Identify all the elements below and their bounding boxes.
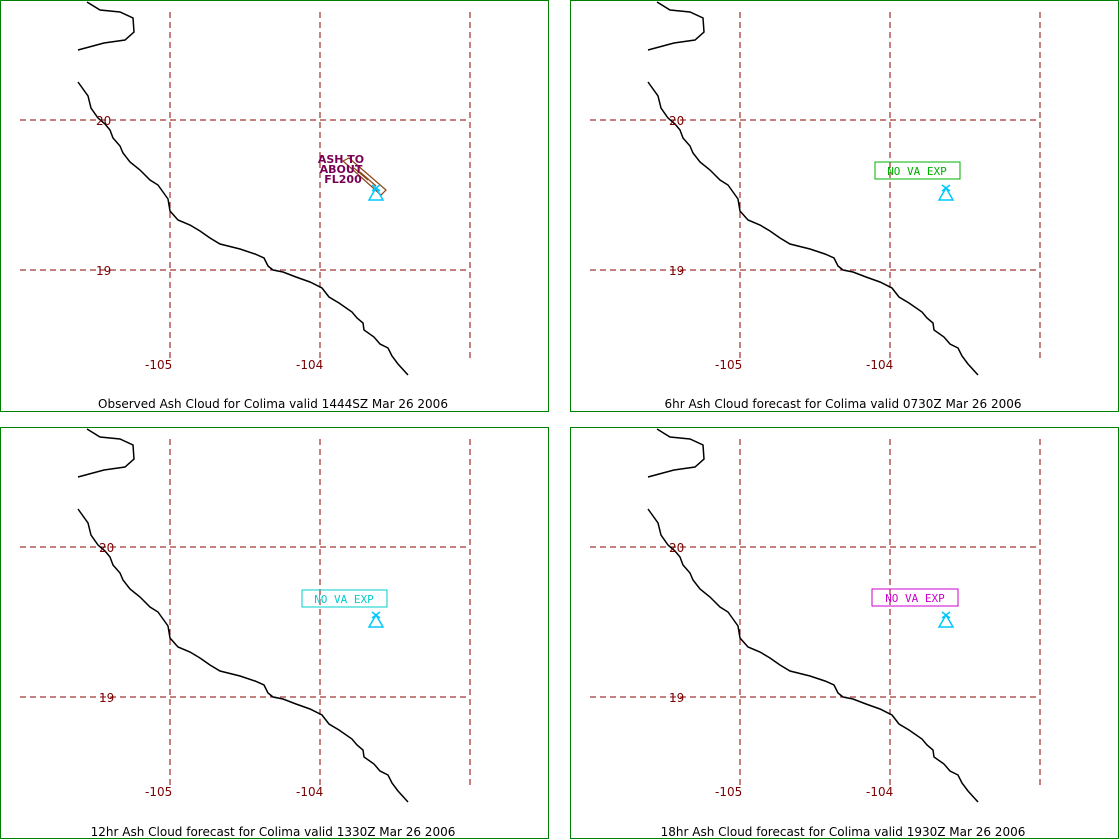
lat-label-19: 19 — [669, 264, 684, 278]
lon-label-105: -105 — [715, 785, 742, 799]
map-panel-12hr: 20 19 -105 -104 NO VA EXP 12hr Ash Cloud… — [0, 427, 549, 839]
lon-label-105: -105 — [715, 358, 742, 372]
lat-label-20: 20 — [669, 114, 684, 128]
panel-border — [570, 427, 1119, 839]
lon-label-104: -104 — [296, 358, 323, 372]
map-panel-observed: 20 19 -105 -104 ASH TO ABOUT FL200 Obser… — [0, 0, 549, 412]
panel-border — [0, 0, 549, 412]
lon-label-104: -104 — [296, 785, 323, 799]
ash-text-line-2: ABOUT — [320, 163, 363, 176]
panel-caption: 6hr Ash Cloud forecast for Colima valid … — [664, 397, 1021, 411]
map-canvas: 20 19 -105 -104 NO VA EXP 12hr Ash Cloud… — [0, 427, 549, 839]
coastline-upper — [77, 1, 135, 51]
map-canvas: 20 19 -105 -104 ASH TO ABOUT FL200 Obser… — [0, 0, 549, 412]
coastline-upper — [647, 428, 705, 478]
status-label: NO VA EXP — [314, 593, 374, 606]
lat-label-20: 20 — [669, 541, 684, 555]
map-canvas: 20 19 -105 -104 NO VA EXP 18hr Ash Cloud… — [570, 427, 1119, 839]
coastline — [647, 508, 979, 803]
map-canvas: 20 19 -105 -104 NO VA EXP 6hr Ash Cloud … — [570, 0, 1119, 412]
grid-lines — [590, 12, 1041, 360]
ash-text-line-3: FL200 — [324, 173, 362, 186]
lon-label-105: -105 — [145, 358, 172, 372]
map-panel-18hr: 20 19 -105 -104 NO VA EXP 18hr Ash Cloud… — [570, 427, 1119, 839]
volcano-icon — [937, 184, 955, 201]
status-label: NO VA EXP — [887, 165, 947, 178]
lat-label-19: 19 — [669, 691, 684, 705]
coastline — [647, 81, 979, 376]
lat-label-19: 19 — [96, 264, 111, 278]
status-box — [871, 588, 959, 607]
volcano-icon — [937, 611, 955, 628]
ash-text-line-1: ASH TO — [318, 153, 364, 166]
grid-lines — [590, 439, 1041, 787]
ash-plume — [341, 157, 387, 196]
panel-caption: 12hr Ash Cloud forecast for Colima valid… — [91, 825, 456, 839]
panel-border — [570, 0, 1119, 412]
lon-label-104: -104 — [866, 358, 893, 372]
status-box — [301, 589, 388, 608]
lon-label-104: -104 — [866, 785, 893, 799]
panel-caption: Observed Ash Cloud for Colima valid 1444… — [98, 397, 448, 411]
lat-label-20: 20 — [99, 541, 114, 555]
map-panel-6hr: 20 19 -105 -104 NO VA EXP 6hr Ash Cloud … — [570, 0, 1119, 412]
panel-caption: 18hr Ash Cloud forecast for Colima valid… — [661, 825, 1026, 839]
coastline-upper — [647, 1, 705, 51]
panel-border — [0, 427, 549, 839]
lon-label-105: -105 — [145, 785, 172, 799]
status-box — [874, 161, 961, 180]
lat-label-19: 19 — [99, 691, 114, 705]
coastline — [77, 508, 409, 803]
volcano-icon — [367, 611, 385, 628]
coastline-upper — [77, 428, 135, 478]
coastline — [77, 81, 409, 376]
grid-lines — [20, 12, 471, 360]
status-label: NO VA EXP — [885, 592, 945, 605]
lat-label-20: 20 — [96, 114, 111, 128]
grid-lines — [20, 439, 471, 787]
volcano-icon — [367, 184, 385, 201]
